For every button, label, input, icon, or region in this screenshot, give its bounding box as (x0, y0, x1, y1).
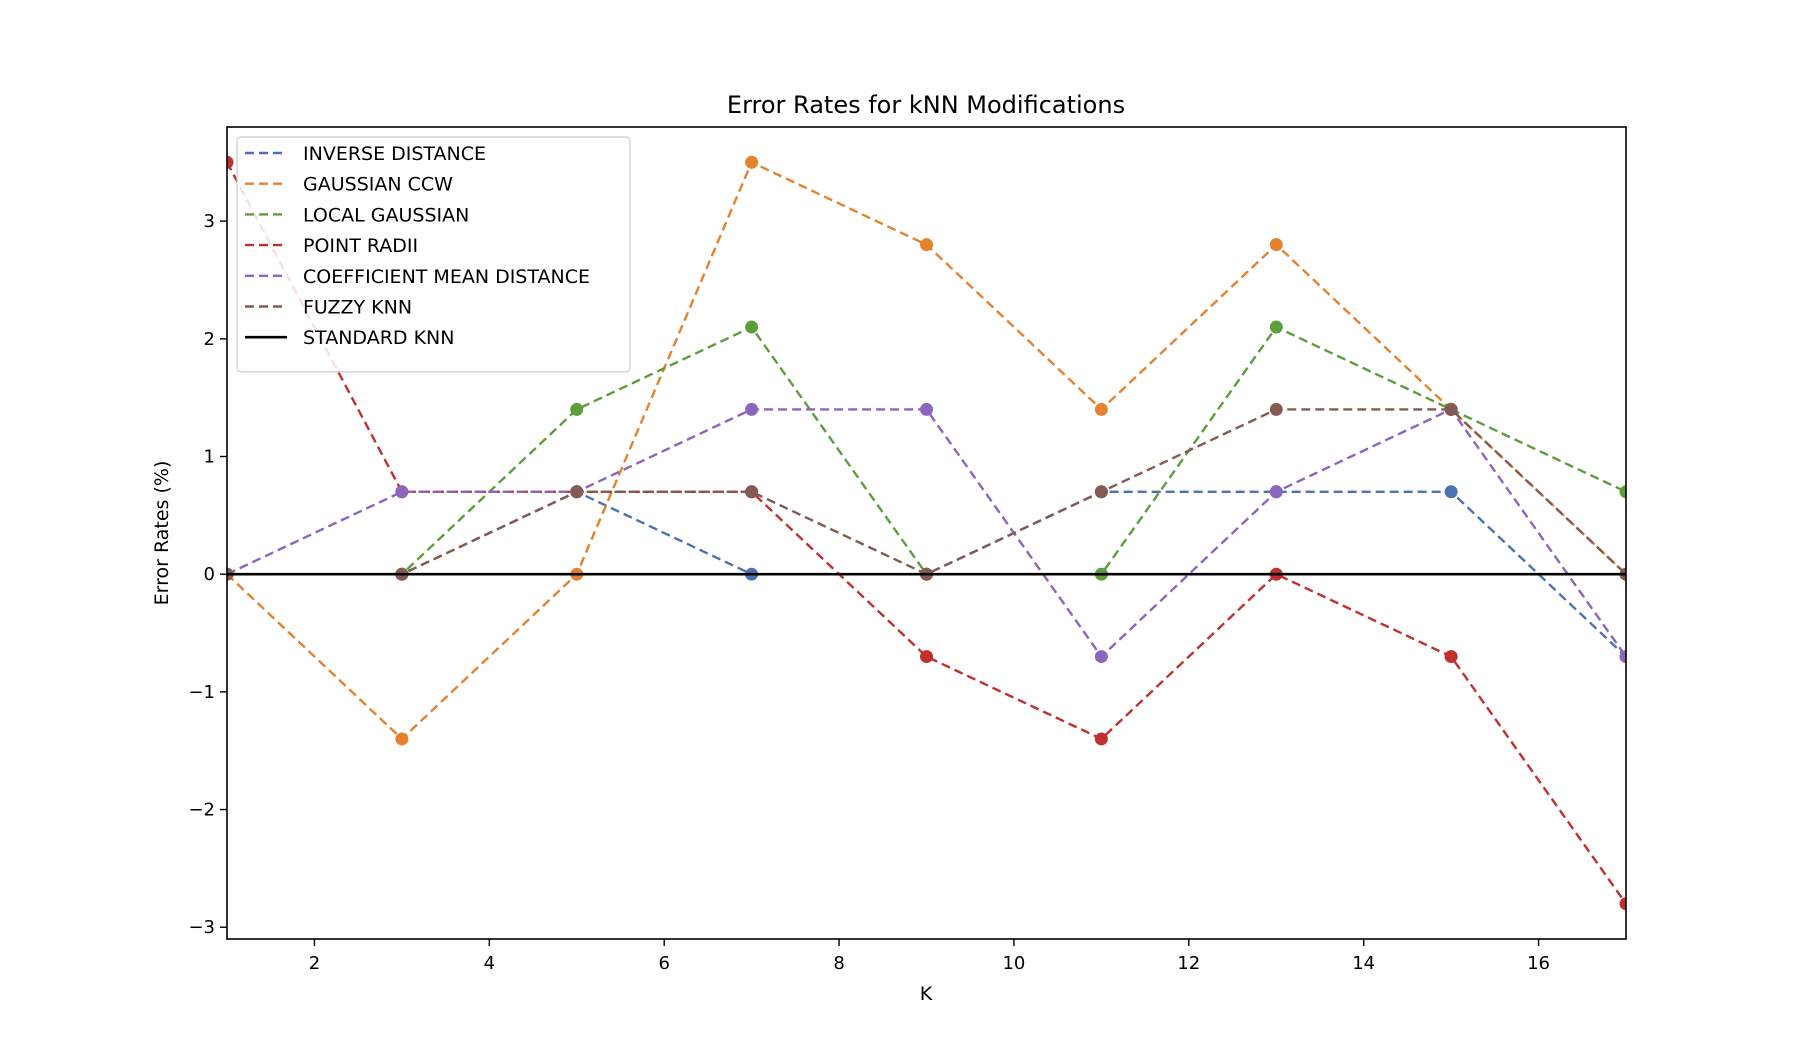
x-tick-label-6: 14 (1352, 953, 1375, 974)
x-tick-label-2: 6 (658, 953, 669, 974)
series-marker-4-8 (1619, 650, 1626, 664)
series-marker-5-2 (570, 485, 584, 499)
x-axis-label: K (920, 983, 933, 1005)
legend-label-3: POINT RADII (303, 235, 418, 257)
y-tick-label-6: 3 (204, 211, 215, 232)
plot-frame (226, 126, 1627, 940)
x-tick-label-0: 2 (309, 953, 320, 974)
legend-label-2: LOCAL GAUSSIAN (303, 204, 469, 226)
series-marker-1-1 (395, 732, 409, 746)
series-marker-4-6 (1269, 485, 1283, 499)
series-marker-1-6 (1269, 238, 1283, 252)
series-marker-4-3 (745, 402, 759, 416)
x-tick-label-7: 16 (1527, 953, 1550, 974)
legend-label-1: GAUSSIAN CCW (303, 174, 453, 196)
series-marker-2-3 (745, 320, 759, 334)
series-marker-5-5 (1094, 485, 1108, 499)
series-marker-1-3 (745, 155, 759, 169)
y-tick-label-0: −3 (188, 917, 215, 938)
legend-label-5: FUZZY KNN (303, 297, 412, 319)
series-marker-3-8 (1619, 897, 1626, 911)
y-tick-label-1: −2 (188, 800, 215, 821)
y-tick-label-3: 0 (204, 564, 215, 585)
series-marker-1-5 (1094, 402, 1108, 416)
plot-area (227, 155, 1626, 911)
x-tick-label-4: 10 (1002, 953, 1025, 974)
legend-label-6: STANDARD KNN (303, 327, 454, 349)
y-tick-label-4: 1 (204, 447, 215, 468)
chart-title: Error Rates for kNN Modifications (727, 91, 1125, 119)
x-tick-label-3: 8 (833, 953, 844, 974)
y-tick-label-2: −1 (188, 682, 215, 703)
series-marker-4-4 (920, 402, 933, 416)
y-axis-label: Error Rates (%) (151, 461, 173, 606)
series-marker-2-6 (1269, 320, 1283, 334)
series-marker-1-4 (920, 238, 933, 252)
legend-box (236, 136, 631, 373)
series-marker-2-8 (1619, 485, 1626, 499)
legend-label-4: COEFFICIENT MEAN DISTANCE (303, 266, 590, 288)
series-marker-3-5 (1094, 732, 1108, 746)
series-marker-5-3 (745, 485, 759, 499)
legend-label-0: INVERSE DISTANCE (303, 143, 486, 165)
x-tick-label-1: 4 (484, 953, 495, 974)
series-marker-4-5 (1094, 650, 1108, 664)
y-tick-label-5: 2 (204, 329, 215, 350)
series-marker-3-0 (227, 155, 234, 169)
series-marker-3-4 (920, 650, 933, 664)
series-layer (227, 155, 1626, 911)
series-marker-4-1 (395, 485, 409, 499)
series-marker-0-7 (1444, 485, 1458, 499)
legend: INVERSE DISTANCE GAUSSIAN CCW LOCAL GAUSSI… (236, 136, 631, 373)
series-marker-5-6 (1269, 402, 1283, 416)
series-marker-3-7 (1444, 650, 1458, 664)
series-marker-2-2 (570, 402, 584, 416)
x-tick-label-5: 12 (1177, 953, 1200, 974)
series-marker-5-7 (1444, 402, 1458, 416)
